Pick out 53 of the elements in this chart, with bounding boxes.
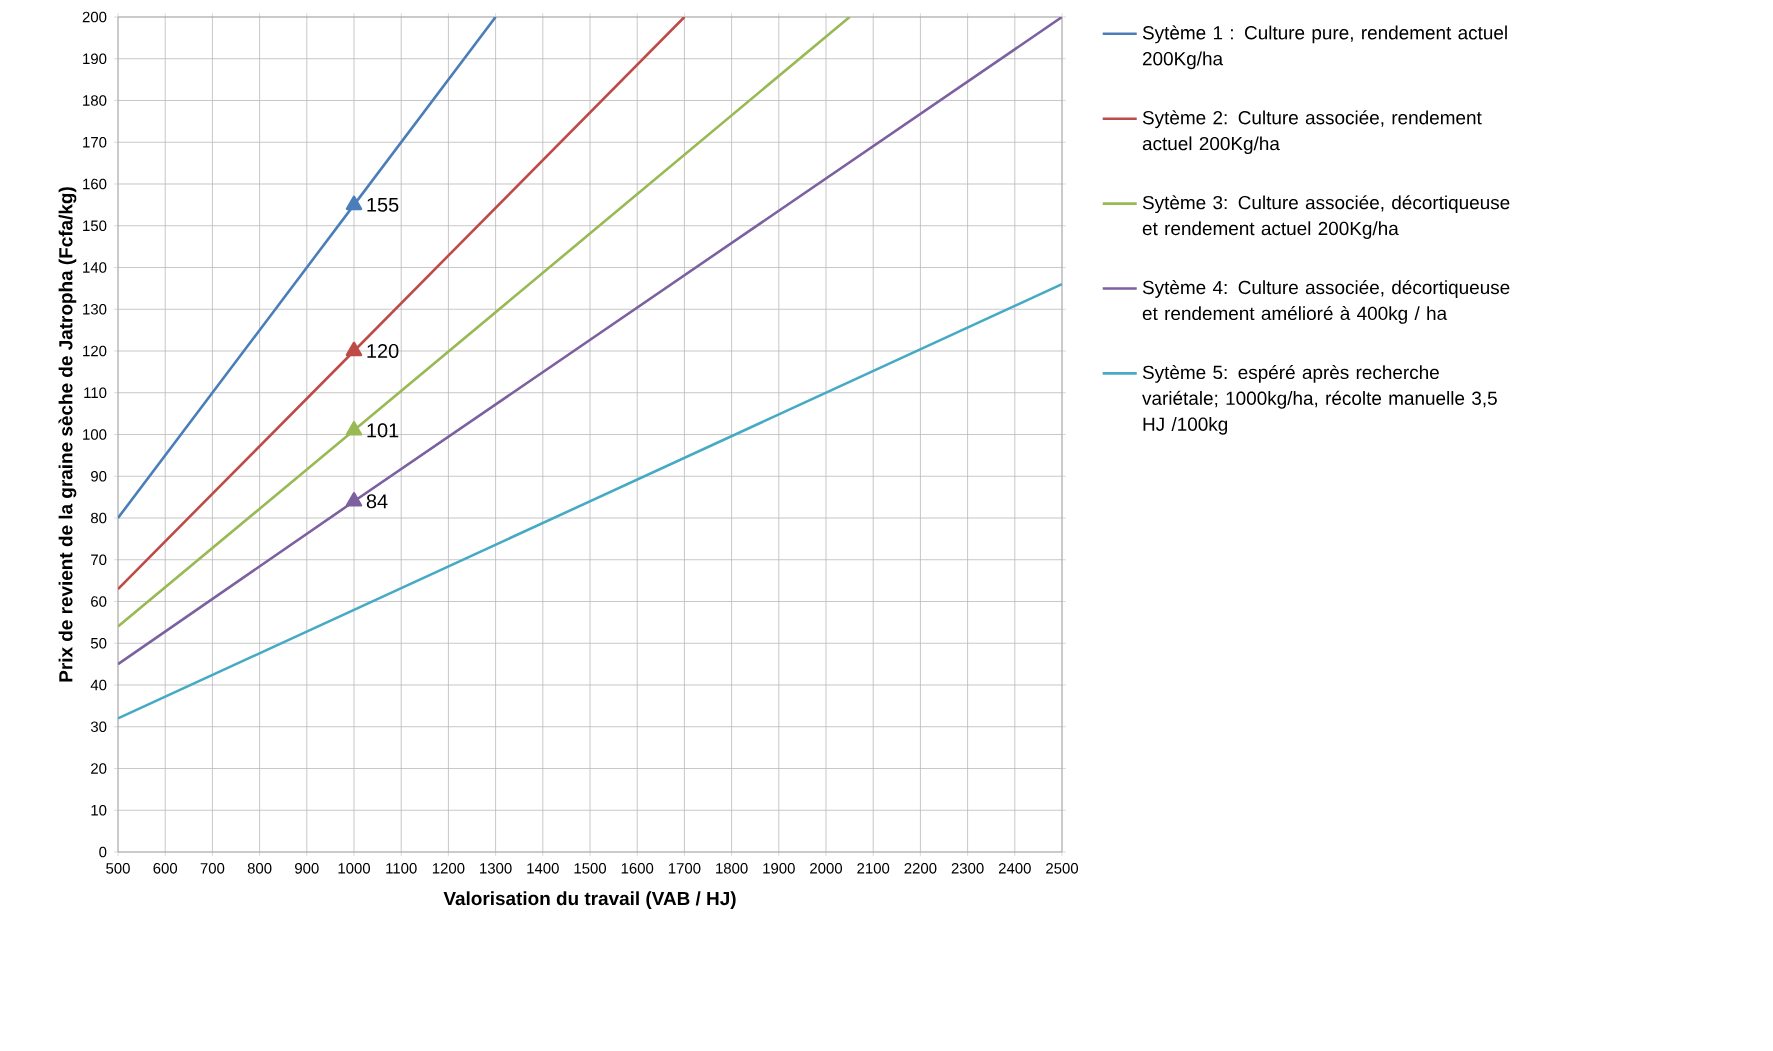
y-tick-label: 50 xyxy=(90,637,107,649)
legend-label: Sytème 2: Culture associée, rendement actuel 200Kg/ha xyxy=(1142,110,1482,155)
y-tick-label: 30 xyxy=(90,721,107,733)
y-tick-label: 190 xyxy=(83,53,107,65)
x-tick-label: 600 xyxy=(153,863,178,874)
x-tick-label: 900 xyxy=(295,863,319,874)
x-tick-label: 1200 xyxy=(432,863,465,874)
data-label: 101 xyxy=(367,423,399,438)
y-tick-label: 10 xyxy=(91,804,107,816)
y-tick-label: 90 xyxy=(91,470,107,482)
x-tick-label: 2200 xyxy=(904,863,937,874)
legend-label: Sytème 1 : Culture pure, rendement actuel 200Kg/ha xyxy=(1142,25,1507,70)
x-tick-label: 1400 xyxy=(527,863,559,874)
x-tick-label: 800 xyxy=(247,863,272,874)
legend-label: Sytème 4: Culture associée, décortiqueuse et rendement amélioré à 400kg / ha xyxy=(1142,280,1510,324)
y-tick-label: 180 xyxy=(83,95,107,106)
y-tick-label: 40 xyxy=(90,679,107,691)
x-tick-label: 1300 xyxy=(480,863,512,874)
y-tick-label: 140 xyxy=(83,262,107,273)
y-axis-title: Prix de revient de la graine sèche de Jatropha (Fcfa/kg) xyxy=(58,187,77,682)
y-tick-label: 110 xyxy=(84,387,107,399)
y-tick-label: 80 xyxy=(90,512,107,524)
x-tick-label: 1900 xyxy=(763,863,795,874)
x-tick-label: 2100 xyxy=(857,863,890,874)
y-tick-label: 130 xyxy=(83,303,107,315)
y-tick-label: 120 xyxy=(83,345,107,357)
x-tick-label: 700 xyxy=(200,863,225,874)
data-label: 84 xyxy=(366,494,388,509)
data-label: 120 xyxy=(367,343,399,359)
x-tick-label: 1100 xyxy=(386,863,417,874)
x-tick-label: 2500 xyxy=(1046,863,1079,874)
x-tick-label: 1800 xyxy=(716,863,748,874)
x-tick-label: 1000 xyxy=(338,863,371,874)
y-tick-label: 160 xyxy=(83,178,107,190)
y-tick-label: 70 xyxy=(91,554,107,566)
x-axis-title: Valorisation du travail (VAB / HJ) xyxy=(443,891,736,909)
x-tick-label: 1700 xyxy=(668,863,701,874)
x-tick-label: 2000 xyxy=(810,863,843,874)
y-tick-label: 20 xyxy=(91,763,107,774)
data-label: 155 xyxy=(367,197,399,212)
x-tick-label: 2400 xyxy=(998,863,1031,874)
x-tick-label: 1500 xyxy=(574,863,607,874)
legend-label: Sytème 3: Culture associée, décortiqueuse et rendement actuel 200Kg/ha xyxy=(1142,195,1510,239)
y-tick-label: 170 xyxy=(83,136,107,148)
x-tick-label: 1600 xyxy=(621,863,654,874)
x-tick-label: 500 xyxy=(106,863,130,874)
y-tick-label: 100 xyxy=(83,429,107,440)
x-tick-label: 2300 xyxy=(951,863,984,874)
y-tick-label: 60 xyxy=(91,596,107,607)
legend-label: Sytème 5: espéré après recherche variétale; 1000kg/ha, récolte manuelle 3,5 HJ /100kg xyxy=(1142,364,1497,435)
y-tick-label: 0 xyxy=(99,846,107,858)
y-tick-label: 200 xyxy=(82,11,107,23)
y-tick-label: 150 xyxy=(83,220,107,232)
